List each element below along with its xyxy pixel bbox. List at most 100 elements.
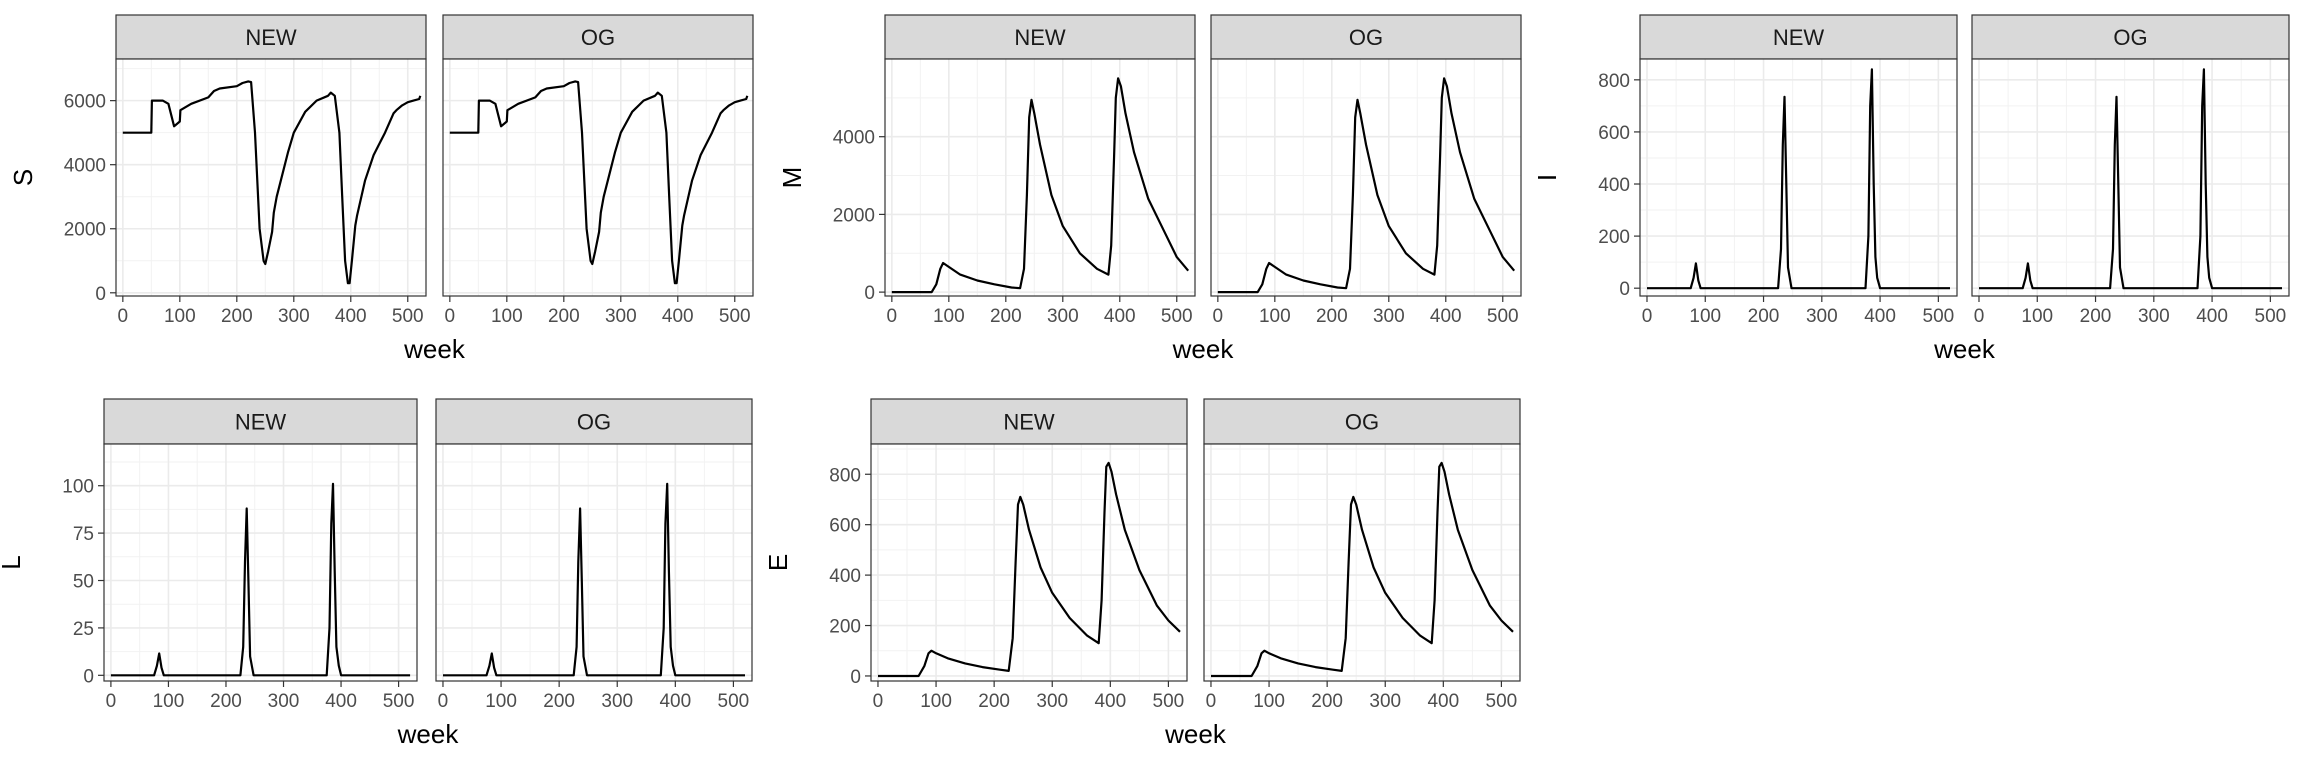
y-tick-label: 75 [73, 524, 94, 545]
facet-strip-label: OG [581, 25, 615, 50]
x-tick-label: 200 [1748, 306, 1780, 327]
x-tick-label: 100 [920, 691, 952, 712]
facet-strip [870, 398, 1188, 445]
x-tick-label: 500 [383, 691, 415, 712]
y-axis-title: E [763, 554, 793, 571]
x-tick-label: 400 [662, 306, 694, 327]
series-line [891, 77, 1190, 294]
facet-strip-label: NEW [1003, 410, 1055, 435]
y-axis-title: L [0, 555, 26, 569]
x-tick-label: 400 [325, 691, 357, 712]
y-tick-label: 50 [73, 572, 94, 593]
panel-og: OG 0 100 200 300 400 500 [442, 14, 754, 327]
x-tick-label: 500 [1487, 306, 1519, 327]
x-tick-label: 0 [887, 306, 898, 327]
x-tick-label: 400 [1430, 306, 1462, 327]
y-tick-label: 0 [95, 284, 106, 305]
panel-border [1971, 58, 2290, 297]
facet-strip [884, 14, 1196, 60]
x-tick-label: 200 [1316, 306, 1348, 327]
y-tick-label: 800 [1598, 71, 1630, 92]
panel-background [871, 444, 1187, 681]
x-tick-label: 300 [601, 691, 633, 712]
facet-strip-label: NEW [245, 25, 297, 50]
y-axis-title: I [1532, 174, 1562, 181]
x-tick-label: 100 [933, 306, 965, 327]
panel-border [1210, 58, 1522, 297]
x-tick-label: 100 [164, 306, 196, 327]
x-tick-label: 0 [873, 691, 884, 712]
x-tick-label: 100 [153, 691, 185, 712]
y-axis-title: M [777, 167, 807, 189]
chart-m: NEW 0 100 200 300 400 500 0 2000 4000 OG 0 100 200 300… [777, 14, 1522, 364]
chart-e: NEW 0 100 200 300 400 500 0 200 400 600 800 OG 0 100 20… [763, 398, 1521, 749]
x-tick-label: 0 [1642, 306, 1653, 327]
series-line [878, 461, 1181, 678]
x-tick-label: 300 [1373, 306, 1405, 327]
panel-border [1639, 58, 1958, 297]
x-tick-label: 100 [1253, 691, 1285, 712]
x-axis-title: week [403, 334, 466, 364]
panel-new: NEW 0 100 200 300 400 500 0 2000 4000 6000 [64, 14, 427, 327]
chart-l: NEW 0 100 200 300 400 500 0 25 50 75 100 OG 0 100 200 30… [0, 398, 753, 749]
panel-border [103, 443, 418, 682]
panel-new: NEW 0 100 200 300 400 500 0 25 50 75 100 [62, 398, 418, 712]
y-tick-label: 800 [829, 465, 861, 486]
facet-strip-label: OG [1345, 410, 1379, 435]
x-tick-label: 100 [1689, 306, 1721, 327]
panel-border [435, 443, 753, 682]
x-tick-label: 200 [548, 306, 580, 327]
x-tick-label: 300 [278, 306, 310, 327]
panel-background [116, 59, 426, 296]
y-tick-label: 2000 [833, 205, 875, 226]
x-tick-label: 300 [605, 306, 637, 327]
y-tick-label: 600 [829, 516, 861, 537]
panel-border [884, 58, 1196, 297]
x-tick-label: 200 [543, 691, 575, 712]
y-tick-label: 2000 [64, 220, 106, 241]
chart-i: NEW 0 100 200 300 400 500 0 200 400 600 800 OG 0 100 20… [1532, 14, 2290, 364]
x-tick-label: 400 [1094, 691, 1126, 712]
panel-new: NEW 0 100 200 300 400 500 0 200 400 600 800 [829, 398, 1188, 712]
panel-og: OG 0 100 200 300 400 500 [1210, 14, 1522, 327]
panel-background [104, 444, 417, 681]
panel-background [1972, 59, 2289, 296]
x-tick-label: 400 [335, 306, 367, 327]
facet-strip-label: OG [2113, 25, 2147, 50]
y-tick-label: 400 [1598, 175, 1630, 196]
y-tick-label: 200 [829, 617, 861, 638]
panel-border [1203, 443, 1521, 682]
panel-border [115, 58, 427, 297]
series-line [1217, 77, 1516, 294]
x-tick-label: 400 [1104, 306, 1136, 327]
x-tick-label: 100 [1259, 306, 1291, 327]
x-tick-label: 300 [1369, 691, 1401, 712]
series-line [1979, 68, 2282, 290]
x-tick-label: 300 [1806, 306, 1838, 327]
x-tick-label: 500 [719, 306, 751, 327]
x-tick-label: 0 [118, 306, 129, 327]
y-tick-label: 100 [62, 477, 94, 498]
y-tick-label: 600 [1598, 123, 1630, 144]
panel-og: OG 0 100 200 300 400 500 [1203, 398, 1521, 712]
x-tick-label: 0 [106, 691, 117, 712]
x-axis-title: week [1933, 334, 1996, 364]
facet-strip [115, 14, 427, 60]
x-tick-label: 300 [268, 691, 300, 712]
x-tick-label: 300 [1047, 306, 1079, 327]
y-tick-label: 4000 [64, 156, 106, 177]
facet-strip-label: NEW [1014, 25, 1066, 50]
series-line [449, 80, 749, 285]
y-axis-title: S [8, 169, 38, 186]
x-tick-label: 300 [1036, 691, 1068, 712]
x-tick-label: 0 [445, 306, 456, 327]
facet-strip [103, 398, 418, 445]
x-tick-label: 100 [491, 306, 523, 327]
facet-strip [1210, 14, 1522, 60]
x-axis-title: week [397, 719, 460, 749]
y-tick-label: 0 [1619, 279, 1630, 300]
x-tick-label: 200 [2080, 306, 2112, 327]
x-tick-label: 200 [221, 306, 253, 327]
x-tick-label: 0 [1974, 306, 1985, 327]
